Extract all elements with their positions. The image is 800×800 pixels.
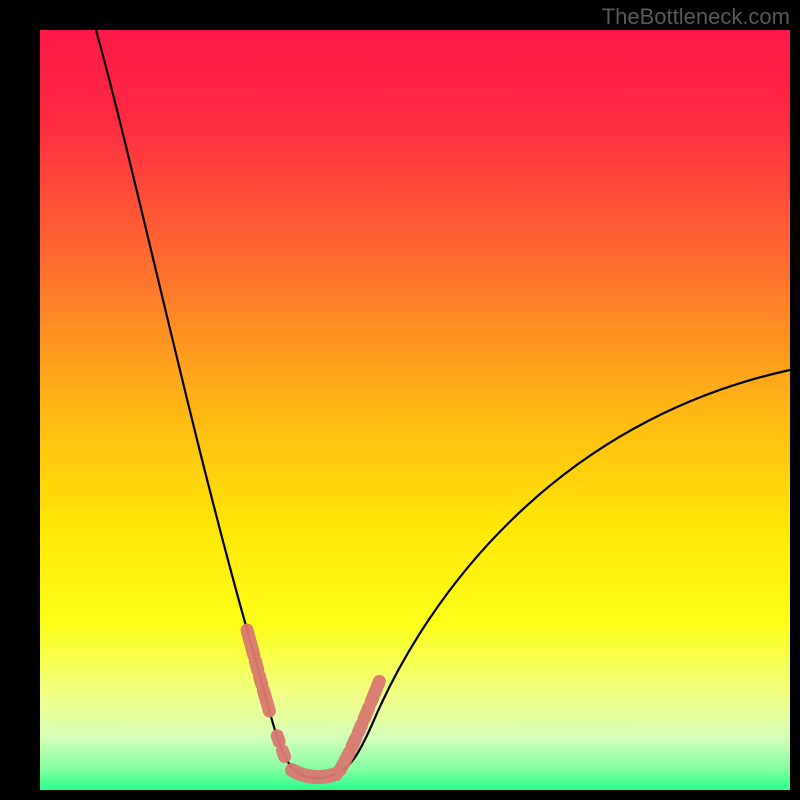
watermark-text: TheBottleneck.com bbox=[602, 4, 790, 30]
chart-stage: TheBottleneck.com bbox=[0, 0, 800, 800]
plot-background bbox=[40, 30, 790, 790]
chart-svg bbox=[0, 0, 800, 800]
marker-floor bbox=[292, 770, 336, 777]
